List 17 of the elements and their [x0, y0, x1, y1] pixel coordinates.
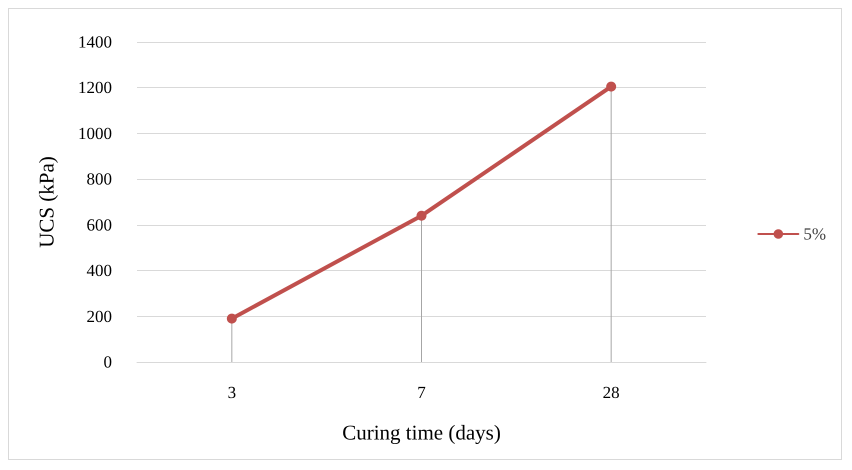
- y-tick-label: 200: [86, 306, 112, 326]
- y-tick-label: 0: [104, 352, 112, 372]
- x-tick-label: 3: [228, 383, 236, 402]
- y-tick-label: 600: [86, 215, 112, 234]
- y-axis-title: UCS (kPa): [34, 156, 58, 248]
- x-tick-label: 28: [602, 383, 620, 402]
- y-tick-label: 400: [86, 261, 112, 280]
- point: [226, 314, 237, 324]
- legend-label: 5%: [803, 224, 826, 244]
- point: [416, 210, 426, 221]
- y-tick-label: 1000: [78, 124, 112, 143]
- point: [606, 82, 616, 92]
- x-axis-title: Curing time (days): [342, 420, 501, 444]
- y-tick-label: 1200: [78, 78, 112, 98]
- y-tick-label: 1400: [78, 32, 112, 52]
- y-tick-label: 800: [86, 170, 112, 189]
- x-tick-label: 7: [417, 383, 426, 402]
